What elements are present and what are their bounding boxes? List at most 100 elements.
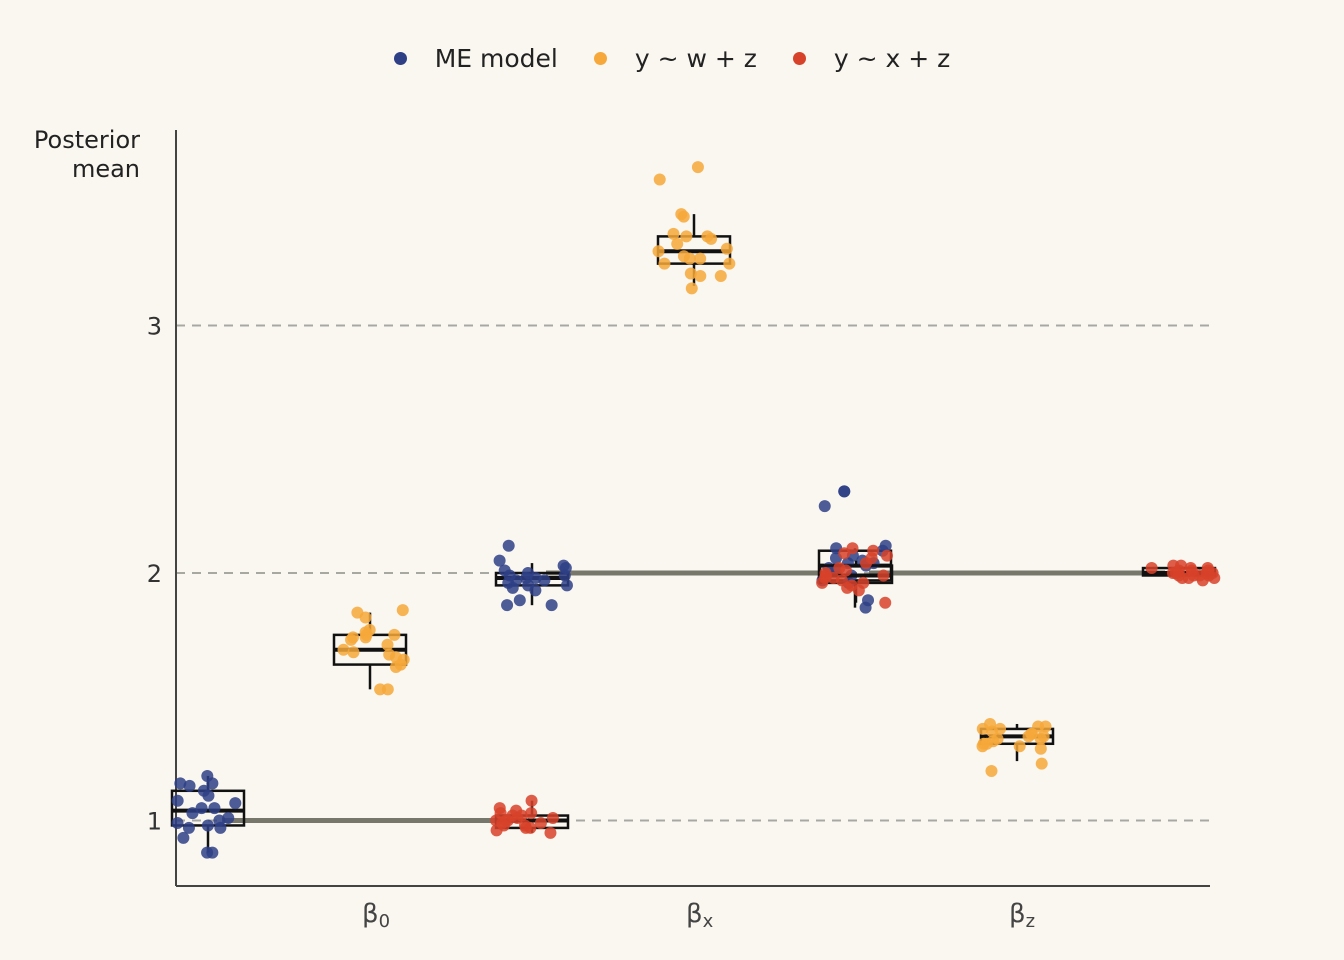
data-point [838,547,851,560]
legend-swatch-y-w-z [593,52,607,65]
data-point [658,257,671,270]
y-tick-label: 3 [147,313,162,341]
data-point [860,557,873,570]
legend-item-me-model: ME model [393,44,558,73]
data-point [195,802,208,815]
legend-swatch-y-x-z [792,52,806,65]
data-point [183,779,196,792]
data-point [985,765,998,777]
data-point [694,252,707,265]
data-point [838,485,851,498]
data-point [538,574,551,587]
data-point [877,569,890,582]
y-tick-label: 1 [147,808,162,836]
data-point [723,257,736,270]
data-point [529,584,542,597]
data-point [177,831,190,844]
data-point [1034,742,1047,755]
data-point [685,282,698,295]
y-axis-title: Posterior mean [20,126,140,184]
data-point [560,579,573,592]
x-tick-label: βx [686,899,714,932]
data-point [841,581,854,594]
legend-label-y-w-z: y ~ w + z [634,44,757,73]
legend-item-y-w-z: y ~ w + z [593,44,757,73]
data-point [1182,571,1195,584]
data-point [691,161,704,174]
data-point [1145,562,1158,575]
data-point [519,821,532,834]
data-point [493,554,506,567]
data-point [513,594,526,607]
data-point [229,797,242,810]
data-point [1208,571,1221,584]
data-point [381,638,394,651]
data-point [705,232,718,245]
data-point [201,819,214,832]
data-point [502,539,515,552]
data-point [671,237,684,250]
data-point [525,807,538,820]
data-point [545,599,558,612]
data-point [374,683,387,696]
legend-label-me-model: ME model [434,44,558,73]
data-point [683,252,696,265]
data-point [852,584,865,597]
data-point [171,794,184,807]
data-point [501,599,514,612]
x-tick-label: βz [1009,899,1035,932]
y-axis-title-line: Posterior [33,126,140,154]
data-point [1013,740,1026,753]
data-point [202,789,215,802]
data-point [182,821,195,834]
data-point [1039,720,1052,733]
data-point [976,722,989,735]
data-point [337,643,350,656]
data-point [680,230,693,243]
data-point [667,227,680,240]
data-point [653,173,666,186]
data-point [694,270,707,282]
data-point [396,604,409,617]
data-point [880,549,893,562]
data-point [208,802,221,815]
y-axis-title-line: mean [71,155,140,183]
legend-item-y-x-z: y ~ x + z [792,44,950,73]
data-point [347,646,360,659]
data-point [839,564,852,577]
data-point [201,846,214,859]
data-point [558,569,571,582]
data-point [174,777,187,790]
data-point [511,812,524,825]
data-point [544,826,557,839]
data-point [1035,757,1048,770]
data-point [879,596,892,609]
data-point [388,628,401,641]
data-point [1196,574,1209,587]
data-point [720,242,733,255]
data-point [206,777,219,790]
data-point [684,267,697,280]
y-tick-label: 2 [147,560,162,588]
data-point [818,500,831,513]
data-point [345,633,358,646]
data-point [546,812,559,825]
data-point [490,824,503,837]
data-point [816,576,829,589]
data-point [714,270,727,282]
data-point [859,601,872,614]
x-tick-label: β0 [362,899,390,932]
data-point [1022,730,1035,743]
data-point [186,807,199,820]
data-point [214,821,227,834]
data-point [652,245,665,258]
data-point [359,611,372,624]
data-point [506,581,519,594]
data-point [525,794,538,807]
data-point [171,816,184,829]
data-point [1034,732,1047,745]
data-point [359,631,372,644]
data-point [534,816,547,829]
data-point [677,210,690,223]
